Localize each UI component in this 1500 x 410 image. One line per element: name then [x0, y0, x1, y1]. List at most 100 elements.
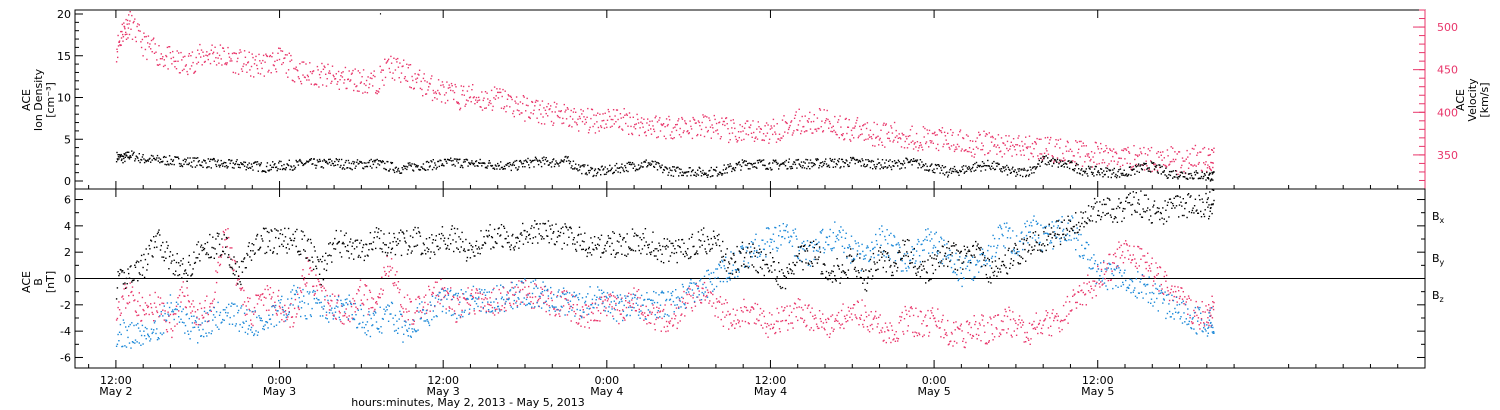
velocity-series-point	[490, 102, 492, 105]
density-series-point	[1112, 172, 1115, 174]
velocity-series-point	[486, 92, 488, 94]
velocity-series-point	[337, 81, 339, 83]
bz-series-point	[1110, 279, 1112, 281]
density-series-point	[1142, 164, 1144, 166]
bz-series-point	[1000, 320, 1003, 322]
velocity-series-point	[1101, 162, 1103, 164]
density-series-point	[1135, 166, 1137, 168]
velocity-series-point	[603, 127, 606, 129]
density-series-point	[820, 162, 822, 164]
by-series-point	[450, 289, 452, 292]
density-series-point	[576, 168, 578, 170]
bz-series-point	[450, 287, 452, 289]
bz-series-point	[265, 297, 267, 299]
bz-series-point	[425, 312, 428, 314]
velocity-series-point	[368, 83, 371, 85]
density-series-point	[972, 164, 975, 166]
by-series-point	[359, 304, 362, 307]
velocity-series-point	[675, 124, 677, 126]
velocity-series-point	[268, 69, 270, 72]
density-series-point	[513, 164, 515, 166]
velocity-series-point	[742, 130, 744, 132]
by-series-point	[187, 333, 190, 335]
velocity-series-point	[252, 56, 254, 59]
density-series-point	[1009, 169, 1011, 171]
density-series-point	[788, 158, 790, 160]
velocity-series-point	[667, 123, 669, 126]
velocity-series-point	[807, 121, 809, 123]
bz-series-point	[334, 295, 336, 297]
density-series-point	[861, 158, 863, 160]
velocity-series-point	[378, 91, 380, 93]
bz-series-point	[677, 322, 679, 324]
bz-series-point	[949, 340, 951, 343]
bz-series-point	[981, 319, 984, 321]
density-series-point	[628, 161, 630, 164]
bz-series-point	[1005, 310, 1007, 313]
bz-series-point	[734, 314, 737, 316]
density-series-point	[1212, 172, 1214, 174]
bz-series-point	[774, 332, 776, 335]
bz-series-point	[483, 298, 485, 301]
density-series-point	[611, 167, 613, 169]
velocity-series-point	[886, 133, 888, 135]
by-series-point	[115, 345, 118, 347]
density-series-point	[606, 171, 608, 174]
velocity-series-point	[631, 132, 633, 135]
bz-series-point	[879, 314, 881, 316]
velocity-series-point	[626, 114, 628, 116]
velocity-series-point	[589, 126, 591, 129]
bz-series-point	[397, 281, 400, 283]
velocity-series-point	[129, 11, 131, 13]
bz-series-point	[360, 299, 362, 301]
density-series-point	[992, 167, 994, 169]
density-series-point	[399, 172, 401, 174]
bz-series-point	[306, 282, 308, 284]
density-series-point	[352, 160, 354, 163]
bz-series-point	[719, 296, 722, 298]
density-series-point	[404, 167, 406, 170]
bz-series-point	[289, 326, 291, 328]
density-series-point	[166, 160, 169, 163]
by-series-point	[174, 308, 176, 311]
bz-series-point	[815, 317, 817, 319]
by-series-point	[382, 318, 384, 320]
velocity-series-point	[905, 135, 907, 138]
bz-series-point	[531, 307, 533, 309]
density-series-point	[481, 162, 484, 164]
by-series-point	[122, 319, 125, 321]
by-series-point	[457, 292, 459, 295]
by-series-point	[238, 330, 240, 332]
by-series-point	[272, 305, 275, 307]
by-series-point	[467, 298, 469, 300]
by-series-point	[267, 327, 269, 329]
density-series-point	[988, 165, 990, 167]
bz-series-point	[937, 308, 939, 310]
bz-series-point	[612, 315, 614, 317]
density-series-point	[1162, 171, 1164, 173]
velocity-series-point	[719, 138, 722, 140]
bz-series-point	[509, 302, 511, 304]
density-series-point	[1033, 172, 1035, 174]
density-series-point	[521, 163, 523, 165]
velocity-series-point	[214, 46, 216, 48]
density-series-point	[825, 163, 828, 165]
density-series-point	[212, 157, 215, 160]
by-series-point	[440, 299, 442, 301]
bz-series-point	[993, 336, 996, 338]
velocity-series-point	[715, 122, 718, 125]
bz-series-point	[809, 311, 812, 314]
bz-series-point	[562, 291, 564, 293]
bz-series-point	[606, 314, 608, 317]
density-series-point	[929, 165, 931, 167]
by-series-point	[478, 288, 481, 290]
by-series-point	[472, 298, 474, 300]
bz-series-point	[385, 273, 387, 275]
density-series-point	[728, 166, 730, 168]
bz-series-point	[838, 322, 840, 325]
bz-series-point	[744, 320, 747, 323]
velocity-series-point	[644, 131, 647, 133]
density-series-point	[1195, 170, 1197, 172]
by-series-point	[376, 327, 378, 329]
velocity-series-point	[504, 90, 506, 92]
